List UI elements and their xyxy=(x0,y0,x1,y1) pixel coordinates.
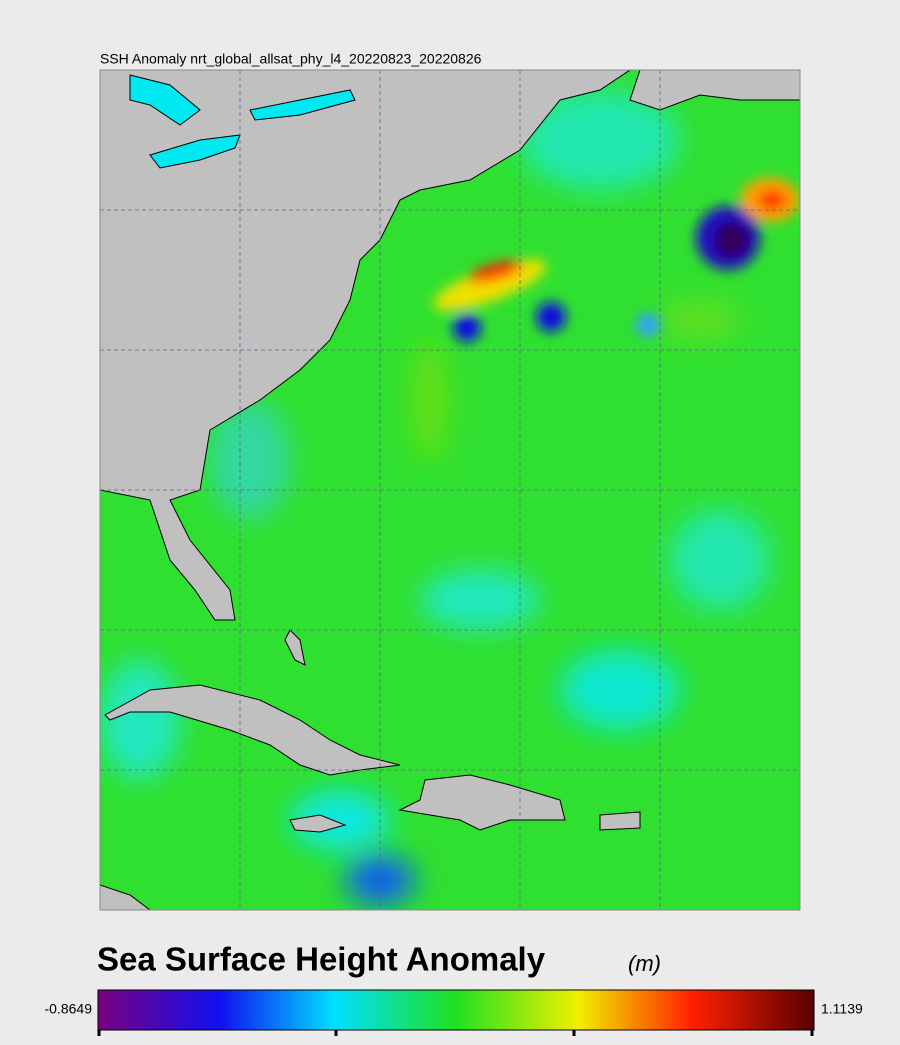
lakes xyxy=(129,74,356,169)
land xyxy=(100,70,800,910)
colorbar xyxy=(97,989,815,1031)
map-title: SSH Anomaly nrt_global_allsat_phy_l4_202… xyxy=(100,51,482,67)
colorbar-unit: (m) xyxy=(628,951,661,976)
colorbar-min: -0.8649 xyxy=(45,1001,93,1017)
map-frame xyxy=(99,69,801,911)
colorbar-title: Sea Surface Height Anomaly xyxy=(97,941,546,978)
colorbar-max: 1.1139 xyxy=(821,1001,863,1017)
graticule xyxy=(100,70,800,910)
map xyxy=(100,70,800,910)
colorbar-ticks xyxy=(97,1030,814,1036)
anomaly-extremes xyxy=(433,178,800,342)
